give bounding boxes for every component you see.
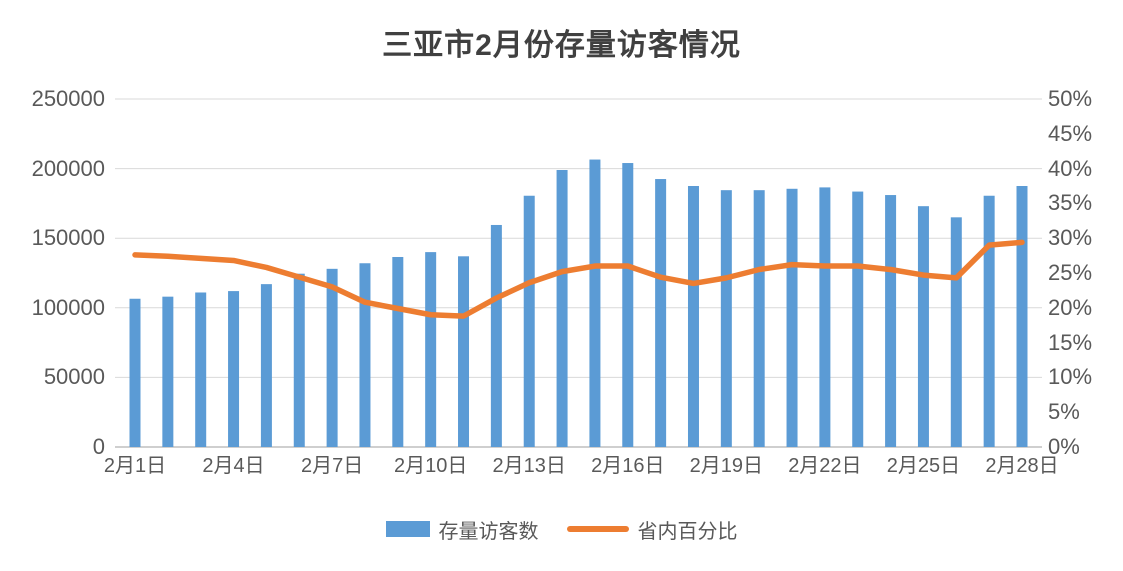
bar-2月22日: [819, 187, 831, 447]
y-axis-left-tick-label: 250000: [31, 86, 105, 111]
y-axis-left-tick-label: 50000: [43, 364, 105, 390]
bar-2月11日: [458, 256, 470, 447]
bar-2月9日: [392, 256, 404, 447]
bar-2月12日: [490, 224, 502, 447]
y-axis-right-tick-label: 10%: [1048, 364, 1093, 390]
y-axis-left-tick-label: 100000: [31, 294, 105, 320]
y-axis-right-tick-label: 35%: [1048, 190, 1093, 216]
chart-legend: 存量访客数 省内百分比: [0, 512, 1123, 546]
bar-2月15日: [589, 159, 601, 447]
bar-2月18日: [687, 186, 699, 447]
bar-2月13日: [523, 195, 535, 447]
bar-2月23日: [852, 191, 864, 447]
bar-2月5日: [260, 284, 272, 447]
x-axis-tick-label: 2月1日: [103, 455, 167, 477]
bar-2月10日: [425, 252, 437, 447]
chart-title: 三亚市2月份存量访客情况: [382, 29, 741, 62]
bar-2月2日: [162, 296, 174, 447]
y-axis-right-tick-label: 40%: [1048, 155, 1093, 181]
y-axis-right-tick-label: 20%: [1048, 294, 1093, 320]
legend-line-swatch: [566, 526, 629, 532]
bar-2月1日: [129, 298, 141, 447]
y-axis-right-tick-label: 45%: [1048, 120, 1093, 146]
x-axis-tick-label: 2月25日: [886, 455, 961, 477]
bar-2月20日: [753, 190, 765, 447]
x-axis-tick-label: 2月28日: [985, 455, 1059, 477]
line-series: [132, 239, 1025, 319]
y-axis-right-tick-label: 50%: [1048, 86, 1093, 111]
legend-line-label: 省内百分比: [637, 520, 738, 543]
y-axis-left-tick-label: 200000: [31, 155, 105, 181]
bar-2月25日: [917, 206, 929, 447]
x-axis-tick-label: 2月22日: [788, 455, 862, 477]
y-axis-right-tick-label: 15%: [1048, 329, 1093, 355]
bar-2月27日: [983, 195, 995, 447]
bar-2月16日: [622, 163, 634, 448]
y-axis-right-tick-label: 30%: [1048, 225, 1093, 251]
y-axis-right-tick-label: 5%: [1048, 399, 1080, 425]
bar-2月6日: [293, 273, 305, 447]
bar-2月24日: [885, 195, 897, 447]
y-axis-right-tick-label: 25%: [1048, 260, 1093, 285]
x-axis-tick-label: 2月4日: [202, 455, 265, 477]
bar-2月19日: [720, 190, 732, 447]
y-axis-left-tick-label: 150000: [31, 225, 105, 251]
bar-2月28日: [1016, 186, 1028, 447]
y-axis-right-tick-label: 0%: [1048, 434, 1080, 459]
x-axis-tick-label: 2月7日: [300, 455, 364, 477]
y-axis-left-tick-label: 0: [92, 434, 105, 459]
bar-2月8日: [359, 263, 371, 447]
x-axis-tick-label: 2月16日: [591, 455, 665, 477]
bar-2月26日: [950, 217, 962, 447]
x-axis-tick-label: 2月10日: [393, 455, 468, 477]
bar-2月3日: [195, 292, 207, 447]
bar-2月4日: [228, 291, 240, 447]
bar-2月17日: [655, 179, 667, 448]
legend-bar-label: 存量访客数: [438, 520, 539, 543]
bar-2月7日: [326, 268, 338, 447]
legend-bar-swatch: [385, 521, 430, 537]
x-axis-tick-label: 2月19日: [689, 455, 764, 477]
x-axis-tick-label: 2月13日: [492, 455, 566, 477]
bar-2月21日: [786, 188, 798, 447]
bar-2月14日: [556, 169, 568, 447]
